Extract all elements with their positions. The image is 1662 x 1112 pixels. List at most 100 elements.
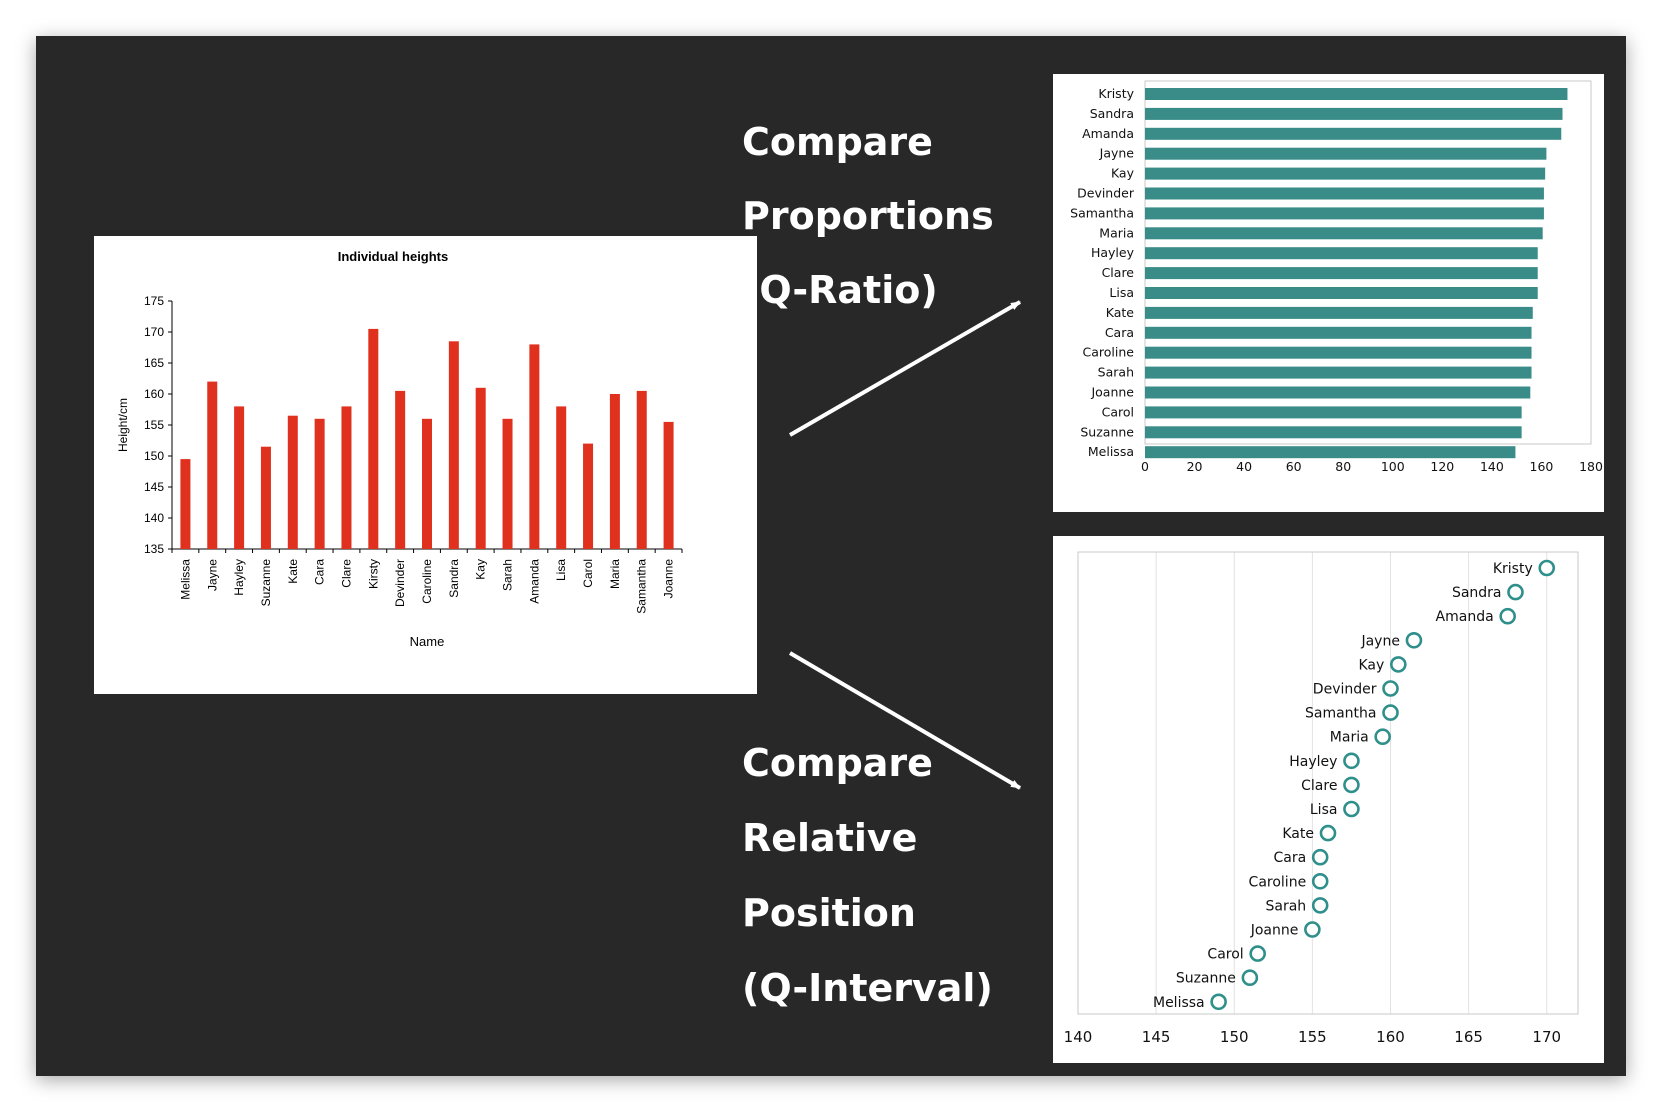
dot-sarah [1311,897,1329,914]
dot-cara [1311,848,1329,866]
bar-melissa [1145,446,1516,459]
label-bottom-line-2: Relative [742,816,918,860]
x-tick-label-sarah: Sarah [501,559,515,591]
dot-label-suzanne: Suzanne [1176,971,1236,987]
x-tick-label: 170 [1532,1028,1561,1046]
y-tick-label: 175 [144,294,164,308]
y-tick-label: 145 [144,480,164,494]
y-tick-label: 160 [144,387,164,401]
bar-devinder [395,390,406,549]
dot-label-hayley: Hayley [1289,754,1337,770]
x-tick-label: 145 [1142,1028,1171,1046]
bar-kirsty [368,328,379,549]
label-bottom-line-3: Position [742,891,916,935]
category-label-samantha: Samantha [1070,205,1134,220]
dot-label-sandra: Sandra [1452,585,1502,601]
category-label-suzanne: Suzanne [1080,424,1134,439]
x-tick-label-melissa: Melissa [178,559,192,600]
bar-clare [1145,267,1538,280]
bar-maria [609,394,620,549]
bar-caroline [1145,346,1532,359]
category-label-amanda: Amanda [1082,126,1134,141]
bar-carol [1145,406,1522,419]
dot-jayne [1405,632,1423,649]
y-tick-label: 170 [144,325,164,339]
dot-label-caroline: Caroline [1249,874,1307,890]
x-tick-label-samantha: Samantha [635,559,649,614]
dot-label-carol: Carol [1207,947,1243,963]
bar-amanda [1145,127,1562,140]
x-tick-label-joanne: Joanne [662,559,676,599]
x-tick-label: 60 [1286,459,1302,474]
x-tick-label-sandra: Sandra [447,559,461,598]
dot-kate [1319,824,1337,842]
dot-label-jayne: Jayne [1360,633,1399,649]
dot-label-clare: Clare [1301,778,1337,794]
x-tick-label: 20 [1187,459,1203,474]
arrow-to-dot-plot [788,651,1022,790]
bar-maria [1145,227,1543,240]
bar-kate [287,415,298,549]
bar-hayley [1145,247,1538,260]
dot-label-melissa: Melissa [1153,995,1205,1011]
bar-sarah [502,418,513,549]
x-tick-label: 160 [1376,1028,1405,1046]
bar-samantha [636,390,647,549]
dot-label-sarah: Sarah [1266,898,1307,914]
x-tick-label-clare: Clare [339,559,353,588]
category-label-clare: Clare [1102,265,1135,280]
dot-kay [1390,656,1407,673]
dot-amanda [1499,607,1516,625]
arrows-layer [788,300,1022,790]
dot-label-devinder: Devinder [1313,682,1377,698]
x-tick-label: 150 [1220,1028,1249,1046]
bar-kay [1145,167,1546,180]
dot-label-samantha: Samantha [1305,706,1377,722]
dot-lisa [1343,800,1360,818]
x-tick-label: 140 [1064,1028,1093,1046]
bar-clare [341,406,352,549]
bar-jayne [207,381,218,549]
label-top-line-3: (Q-Ratio) [742,268,938,312]
category-label-kay: Kay [1111,166,1135,181]
slide-background: Individual heights 135 140 145 150 155 160 165 1… [36,36,1626,1076]
category-label-maria: Maria [1099,225,1134,240]
x-tick-label: 0 [1141,459,1149,474]
dot-clare [1343,776,1360,794]
x-tick-label-jayne: Jayne [205,559,219,591]
x-tick-label-cara: Cara [313,559,327,585]
label-bottom-line-4: (Q-Interval) [742,966,993,1010]
category-label-hayley: Hayley [1091,245,1135,260]
category-label-sandra: Sandra [1090,106,1134,121]
category-label-kate: Kate [1106,305,1135,320]
x-tick-label-carol: Carol [581,559,595,588]
dot-label-joanne: Joanne [1250,923,1299,939]
vertical-bar-chart-panel: Individual heights 135 140 145 150 155 160 165 1… [94,236,757,694]
dot-label-cara: Cara [1273,850,1306,866]
dot-label-maria: Maria [1330,730,1369,746]
y-tick-label: 140 [144,511,164,525]
dot-label-kristy: Kristy [1493,561,1533,577]
y-axis-title: Height/cm [116,398,130,452]
dot-label-lisa: Lisa [1310,802,1338,818]
x-axis-title: Name [410,634,445,649]
x-tick-label: 80 [1335,459,1351,474]
category-label-lisa: Lisa [1109,285,1134,300]
category-label-carol: Carol [1102,404,1134,419]
y-tick-label: 135 [144,542,164,556]
label-top-line-2: Proportions [742,194,994,238]
bar-sarah [1145,366,1532,379]
bar-sandra [1145,107,1563,120]
category-label-devinder: Devinder [1077,186,1135,201]
bar-samantha [1145,207,1544,220]
bar-caroline [422,418,432,549]
bar-kristy [1145,88,1568,100]
x-tick-label: 100 [1381,459,1405,474]
category-label-caroline: Caroline [1083,345,1135,360]
bar-suzanne [1145,426,1522,439]
x-tick-label: 120 [1430,459,1454,474]
bar-cara [314,418,325,549]
label-top-line-1: Compare [742,120,933,164]
bar-joanne [663,421,674,549]
x-tick-label-hayley: Hayley [232,559,246,596]
